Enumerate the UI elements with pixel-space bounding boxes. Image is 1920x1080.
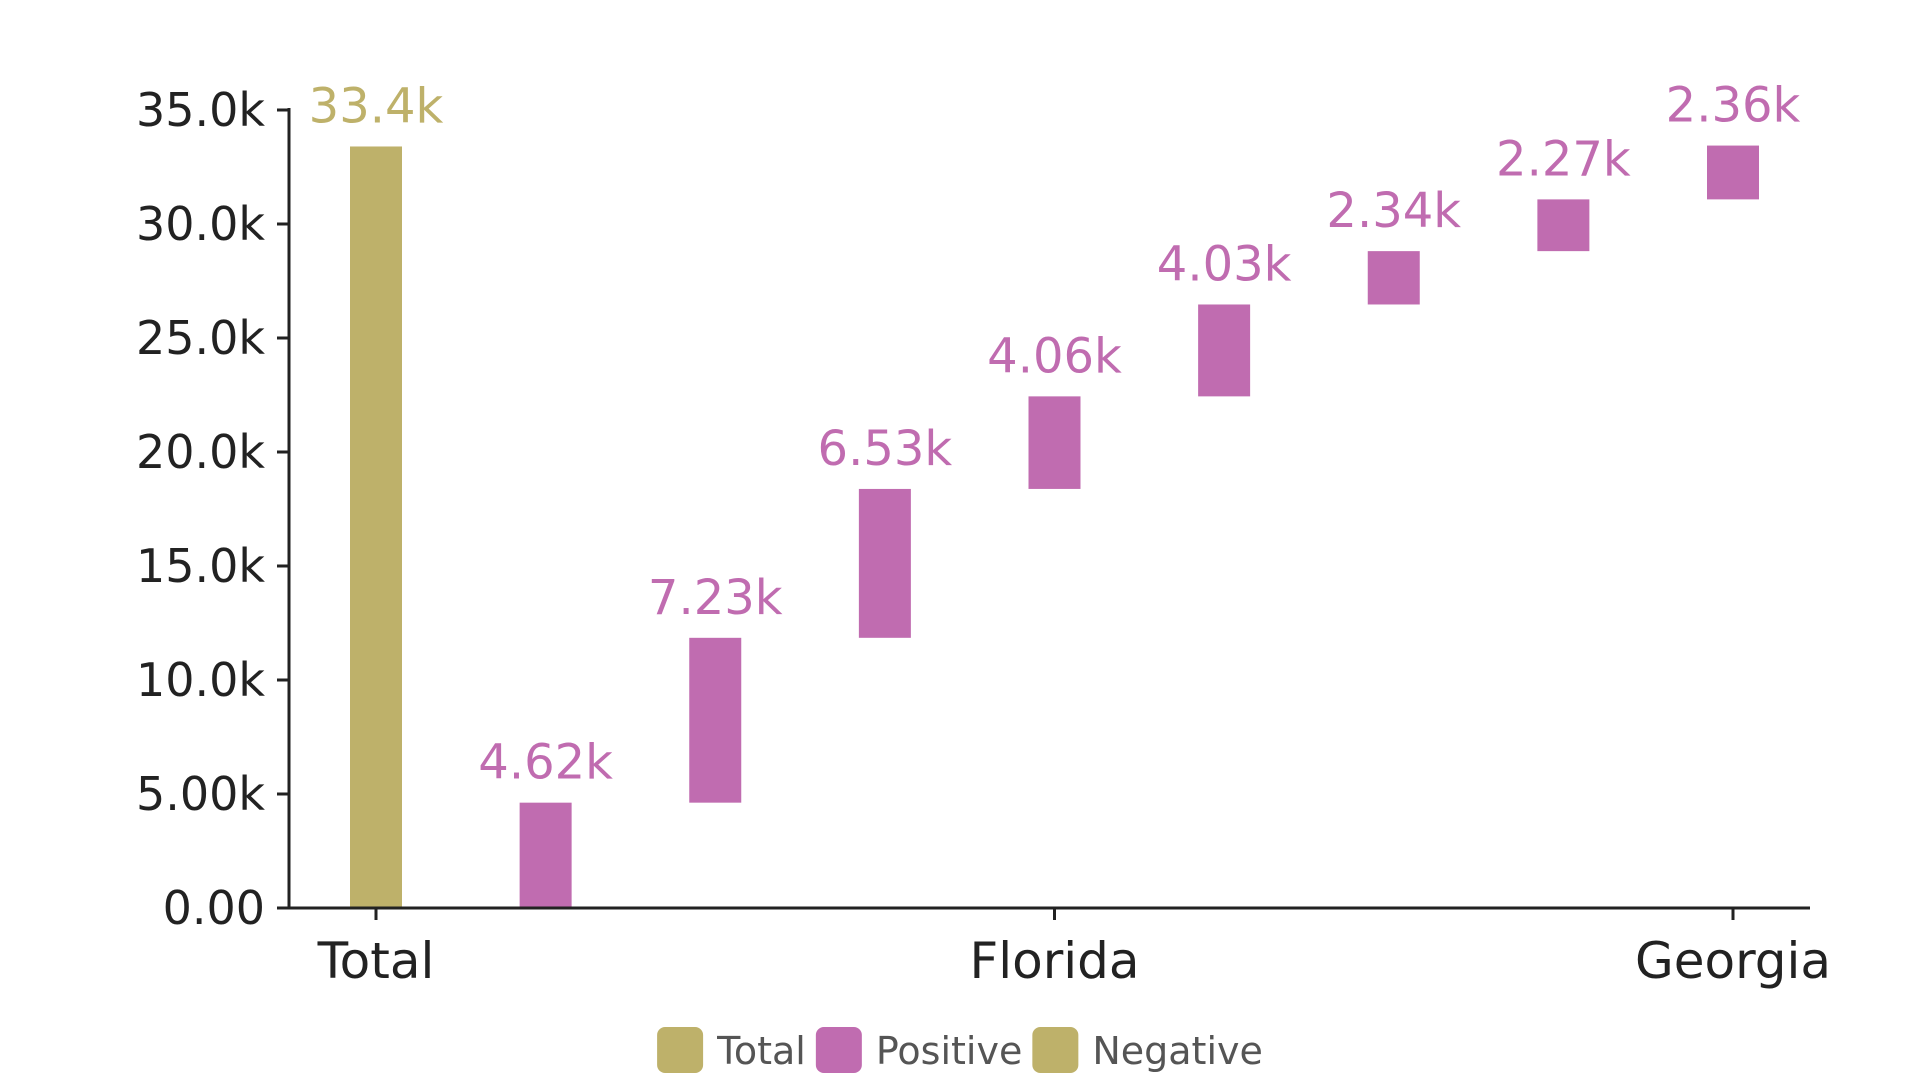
x-tick-label: Total	[317, 932, 435, 990]
bar-positive-3	[858, 488, 911, 638]
bar-total-0	[350, 146, 402, 909]
bar-positive-1	[519, 802, 572, 908]
bar-positive-7	[1537, 199, 1590, 252]
data-label-4: 4.06k	[987, 328, 1122, 384]
legend-swatch-total	[657, 1027, 704, 1073]
x-tick-label: Georgia	[1635, 932, 1831, 990]
data-label-1: 4.62k	[478, 735, 613, 791]
legend-swatch-positive	[815, 1027, 862, 1073]
y-tick-label: 20.0k	[136, 425, 265, 479]
y-tick-label: 10.0k	[136, 653, 265, 707]
data-label-6: 2.34k	[1326, 183, 1461, 239]
y-tick-label: 5.00k	[136, 767, 265, 821]
data-label-7: 2.27k	[1496, 131, 1631, 187]
bar-positive-4	[1028, 396, 1081, 489]
data-label-3: 6.53k	[818, 421, 953, 477]
y-tick-label: 30.0k	[136, 197, 265, 251]
data-label-0: 33.4k	[309, 78, 444, 134]
legend-label-total: Total	[716, 1029, 806, 1073]
bar-positive-6	[1367, 251, 1420, 305]
y-tick-label: 35.0k	[136, 83, 265, 137]
data-label-5: 4.03k	[1157, 236, 1292, 292]
y-tick-label: 25.0k	[136, 311, 265, 365]
y-tick-label: 15.0k	[136, 539, 265, 593]
bar-positive-8	[1707, 145, 1759, 200]
legend: Total Positive Negative	[657, 1027, 1263, 1073]
y-tick-label: 0.00	[163, 881, 265, 935]
legend-label-positive: Positive	[876, 1029, 1023, 1073]
x-tick-label: Florida	[969, 932, 1139, 990]
y-axis: 0.00 5.00k 10.0k 15.0k 20.0k 25.0k 30.0k 35.0k	[136, 83, 291, 935]
data-label-8: 2.36k	[1666, 78, 1801, 134]
bars-layer	[350, 145, 1759, 909]
bar-positive-5	[1198, 304, 1251, 397]
data-label-2: 7.23k	[648, 570, 783, 626]
legend-swatch-negative	[1032, 1027, 1079, 1073]
legend-label-negative: Negative	[1092, 1029, 1263, 1073]
bar-positive-2	[689, 637, 742, 803]
x-axis: Total Florida Georgia	[289, 906, 1831, 990]
data-labels-layer: 33.4k 4.62k 7.23k 6.53k 4.06k 4.03k 2.34k 2.27k…	[309, 78, 1801, 791]
